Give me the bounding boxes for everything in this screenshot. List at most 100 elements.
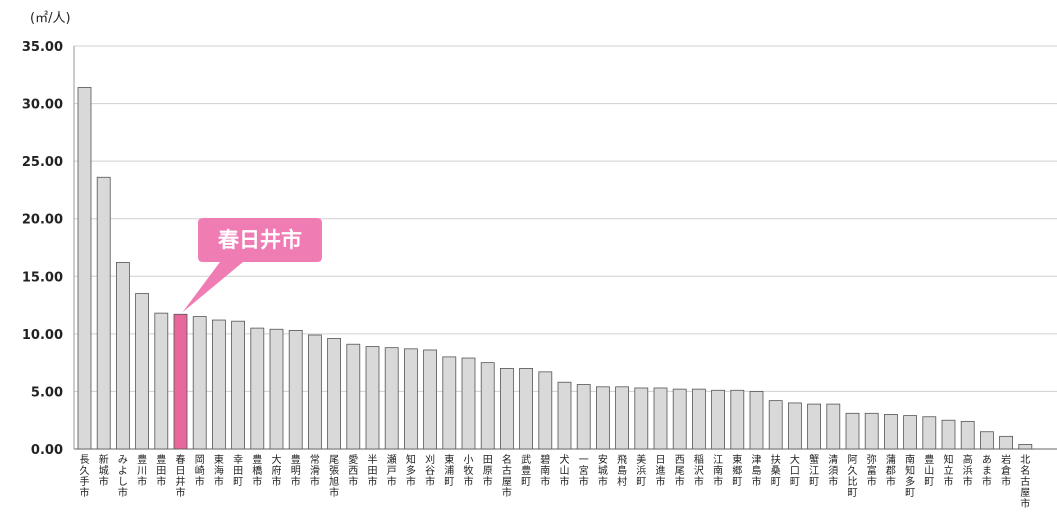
- bar: [557, 381, 572, 450]
- bar: [864, 412, 879, 450]
- bar: [211, 319, 226, 450]
- x-tick-label: 尾張旭市: [329, 454, 339, 499]
- x-tick-label: 武豊町: [521, 453, 531, 488]
- x-axis-labels: 長久手市新城市みよし市豊川市豊田市春日井市岡崎市東海市幸田町豊橋市大府市豊明市常…: [80, 453, 1031, 510]
- x-tick-label: 東郷町: [732, 453, 742, 488]
- bar: [288, 330, 303, 450]
- x-tick-label: 東浦町: [444, 453, 454, 488]
- bar: [269, 328, 284, 450]
- x-tick-label: 幸田町: [233, 454, 243, 488]
- bar: [461, 357, 476, 450]
- x-tick-label: 大口町: [790, 453, 800, 488]
- x-tick-label: 南知多町: [905, 453, 915, 499]
- x-tick-label: 知立市: [944, 453, 954, 488]
- bar: [749, 391, 764, 450]
- x-tick-label: 日進市: [656, 455, 666, 488]
- x-tick-label: 長久手市: [80, 454, 90, 499]
- y-axis-ticks: 0.00 5.00 10.00 15.00 20.00 25.00 30.00 35.00: [22, 40, 63, 458]
- x-tick-label: 西尾市: [675, 455, 685, 488]
- bar: [423, 349, 438, 450]
- bar: [980, 431, 994, 450]
- bar: [480, 362, 495, 450]
- x-tick-label: 新城市: [99, 453, 109, 488]
- bar: [519, 367, 533, 450]
- x-tick-label: 岡崎市: [195, 454, 205, 488]
- x-tick-label: 蒲郡市: [886, 453, 896, 488]
- x-tick-label: 豊明市: [291, 453, 301, 488]
- bar: [788, 402, 802, 450]
- x-tick-label: 美浜町: [636, 453, 646, 488]
- bar: [538, 371, 553, 450]
- bar: [135, 293, 150, 450]
- bar: [615, 386, 629, 450]
- bar: [499, 367, 514, 450]
- bar: [768, 400, 783, 450]
- bar: [884, 414, 898, 450]
- x-tick-label: 小牧市: [464, 454, 474, 488]
- bar: [826, 403, 841, 450]
- bar: [672, 388, 687, 450]
- x-tick-label: 一宮市: [579, 455, 589, 488]
- bars: [77, 87, 1033, 450]
- x-tick-label: 津島市: [752, 454, 762, 488]
- bar: [807, 403, 821, 450]
- bar: [634, 387, 649, 450]
- x-tick-label: 名古屋市: [502, 453, 512, 499]
- x-tick-label: 飛島村: [617, 454, 627, 488]
- bar: [346, 343, 361, 450]
- x-tick-label: 高浜市: [963, 453, 973, 488]
- y-axis-unit-label: (㎡/人): [30, 11, 71, 26]
- callout-label: 春日井市: [218, 228, 302, 252]
- bar: [941, 419, 956, 450]
- bar: [1018, 443, 1033, 450]
- y-tick-label: 25.00: [22, 155, 63, 170]
- bar: [922, 416, 937, 450]
- x-tick-label: 弥富市: [867, 453, 877, 488]
- x-tick-label: 知多市: [406, 453, 416, 488]
- y-tick-label: 0.00: [31, 443, 63, 458]
- x-tick-label: 瀬戸市: [387, 454, 397, 488]
- bar: [96, 176, 111, 450]
- bar: [403, 348, 418, 450]
- x-tick-label: 豊田市: [156, 453, 166, 488]
- bar: [711, 389, 725, 450]
- x-tick-label: 岩倉市: [1001, 453, 1011, 488]
- x-tick-label: 大府市: [272, 453, 282, 488]
- y-tick-label: 30.00: [22, 98, 63, 113]
- x-tick-label: 北名古屋市: [1020, 454, 1030, 510]
- bar: [231, 320, 246, 450]
- y-tick-label: 35.00: [22, 40, 63, 55]
- x-tick-label: 半田市: [368, 453, 378, 488]
- x-tick-label: 豊橋市: [252, 453, 262, 488]
- y-tick-label: 5.00: [31, 385, 63, 400]
- x-tick-label: 扶桑町: [771, 453, 781, 488]
- y-tick-label: 20.00: [22, 213, 63, 228]
- bar: [77, 87, 92, 450]
- y-tick-label: 10.00: [22, 328, 63, 343]
- bar: [192, 316, 207, 450]
- x-tick-label: 豊川市: [137, 453, 147, 488]
- bar: [250, 327, 265, 450]
- x-tick-label: 犬山市: [560, 453, 570, 488]
- bar: [653, 387, 668, 450]
- bar: [307, 334, 322, 450]
- bar: [327, 338, 342, 450]
- x-tick-label: 刈谷市: [425, 453, 435, 488]
- bar: [730, 389, 745, 450]
- bar: [173, 313, 188, 450]
- bar: [442, 356, 457, 450]
- x-tick-label: 清須市: [828, 453, 838, 488]
- x-tick-label: 碧南市: [540, 454, 550, 488]
- x-tick-label: 蟹江町: [809, 453, 819, 488]
- bar: [845, 412, 860, 450]
- x-tick-label: 愛西市: [348, 453, 358, 488]
- x-tick-label: 江南市: [713, 454, 723, 488]
- x-tick-label: 常滑市: [310, 453, 320, 488]
- x-tick-label: みよし市: [118, 455, 128, 499]
- callout-bubble: [182, 218, 322, 313]
- bar: [116, 262, 130, 450]
- x-tick-label: 田原市: [483, 455, 493, 488]
- highlight-callout: 春日井市: [182, 218, 322, 313]
